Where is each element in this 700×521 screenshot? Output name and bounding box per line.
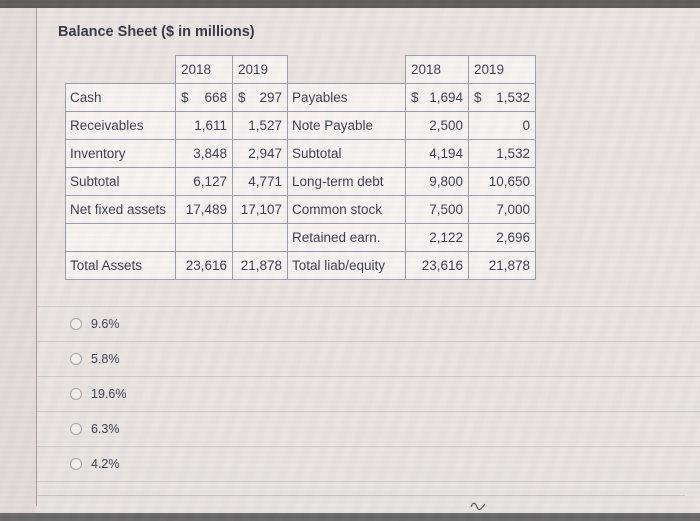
top-edge-bar xyxy=(0,0,700,8)
dollar-sign: $ xyxy=(181,90,189,105)
option-label: 19.6% xyxy=(91,387,127,401)
row-label: Net fixed assets xyxy=(65,195,176,224)
cell-value: 2,947 xyxy=(232,139,288,168)
cell-value: 2,122 xyxy=(405,223,469,252)
radio-button-icon[interactable] xyxy=(70,458,82,470)
cell-value: $668 xyxy=(175,83,233,112)
amount: 1,532 xyxy=(496,90,530,105)
year-header: 2019 xyxy=(468,55,536,84)
row-label: Long-term debt xyxy=(287,167,406,196)
table-row: Net fixed assets 17,489 17,107 Common st… xyxy=(65,195,536,224)
row-label: Inventory xyxy=(65,139,176,168)
dollar-sign: $ xyxy=(411,90,419,105)
cell-value: 3,848 xyxy=(175,139,233,168)
cell-value: 0 xyxy=(468,111,536,140)
balance-sheet-table: 2018 2019 2018 2019 Cash $668 $297 Payab… xyxy=(65,55,536,280)
row-label: Total Assets xyxy=(65,251,176,280)
table-row: Total Assets 23,616 21,878 Total liab/eq… xyxy=(65,251,536,280)
cell-value: 23,616 xyxy=(175,251,233,280)
cell-value: 4,194 xyxy=(405,139,469,168)
row-label: Payables xyxy=(287,83,406,112)
cell-value: 1,527 xyxy=(232,111,288,140)
row-label: Subtotal xyxy=(287,139,406,168)
cell-value: 17,107 xyxy=(232,195,288,224)
table-row: Subtotal 6,127 4,771 Long-term debt 9,80… xyxy=(65,167,536,196)
amount: 668 xyxy=(204,90,227,105)
blank-header-cell xyxy=(288,56,406,84)
answer-option[interactable]: 4.2% xyxy=(37,447,700,482)
dollar-sign: $ xyxy=(474,90,482,105)
cell-value xyxy=(232,223,288,252)
amount: 297 xyxy=(259,90,282,105)
answer-option[interactable]: 19.6% xyxy=(37,377,700,412)
option-label: 6.3% xyxy=(91,422,120,436)
cell-value: 21,878 xyxy=(232,251,288,280)
row-label: Cash xyxy=(65,83,176,112)
year-header: 2018 xyxy=(405,55,469,84)
table-row: Inventory 3,848 2,947 Subtotal 4,194 1,5… xyxy=(65,139,536,168)
answer-option[interactable]: 5.8% xyxy=(37,342,700,377)
cell-value: $1,532 xyxy=(468,83,536,112)
bottom-edge-bar xyxy=(0,513,700,521)
cell-value: 9,800 xyxy=(405,167,469,196)
cell-value: 7,500 xyxy=(405,195,469,224)
cell-value: 23,616 xyxy=(405,251,469,280)
page-title: Balance Sheet ($ in millions) xyxy=(58,24,255,40)
row-label: Retained earn. xyxy=(287,223,406,252)
blank-header-cell xyxy=(66,56,176,84)
cell-value: $1,694 xyxy=(405,83,469,112)
year-header: 2018 xyxy=(175,55,233,84)
cell-value: 2,500 xyxy=(405,111,469,140)
cell-value: 4,771 xyxy=(232,167,288,196)
answer-option[interactable]: 9.6% xyxy=(37,307,700,342)
left-rule xyxy=(36,8,37,506)
cell-value: 1,611 xyxy=(175,111,233,140)
left-margin-strip xyxy=(0,8,36,513)
radio-button-icon[interactable] xyxy=(70,388,82,400)
answer-option[interactable]: 6.3% xyxy=(37,412,700,447)
table-row: Retained earn. 2,122 2,696 xyxy=(65,223,536,252)
table-row: Receivables 1,611 1,527 Note Payable 2,5… xyxy=(65,111,536,140)
row-label: Common stock xyxy=(287,195,406,224)
row-label: Total liab/equity xyxy=(287,251,406,280)
table-row: Cash $668 $297 Payables $1,694 $1,532 xyxy=(65,83,536,112)
option-label: 5.8% xyxy=(91,352,120,366)
radio-button-icon[interactable] xyxy=(70,353,82,365)
radio-button-icon[interactable] xyxy=(70,318,82,330)
cell-value: $297 xyxy=(232,83,288,112)
cell-value: 7,000 xyxy=(468,195,536,224)
cell-value: 21,878 xyxy=(468,251,536,280)
year-header: 2019 xyxy=(232,55,288,84)
row-label: Receivables xyxy=(65,111,176,140)
amount: 1,694 xyxy=(429,90,463,105)
cell-value xyxy=(175,223,233,252)
dollar-sign: $ xyxy=(238,90,246,105)
cell-value: 2,696 xyxy=(468,223,536,252)
answer-options: 9.6% 5.8% 19.6% 6.3% 4.2% xyxy=(37,306,700,482)
row-label xyxy=(65,223,176,252)
table-header-row: 2018 2019 2018 2019 xyxy=(66,55,536,84)
cell-value: 17,489 xyxy=(175,195,233,224)
option-label: 9.6% xyxy=(91,317,120,331)
cell-value: 6,127 xyxy=(175,167,233,196)
cell-value: 10,650 xyxy=(468,167,536,196)
question-panel: Balance Sheet ($ in millions) 2018 2019 … xyxy=(37,8,700,513)
pen-squiggle-icon xyxy=(470,502,486,510)
option-label: 4.2% xyxy=(91,457,120,471)
row-label: Note Payable xyxy=(287,111,406,140)
row-label: Subtotal xyxy=(65,167,176,196)
question-divider xyxy=(37,495,685,496)
radio-button-icon[interactable] xyxy=(70,423,82,435)
cell-value: 1,532 xyxy=(468,139,536,168)
